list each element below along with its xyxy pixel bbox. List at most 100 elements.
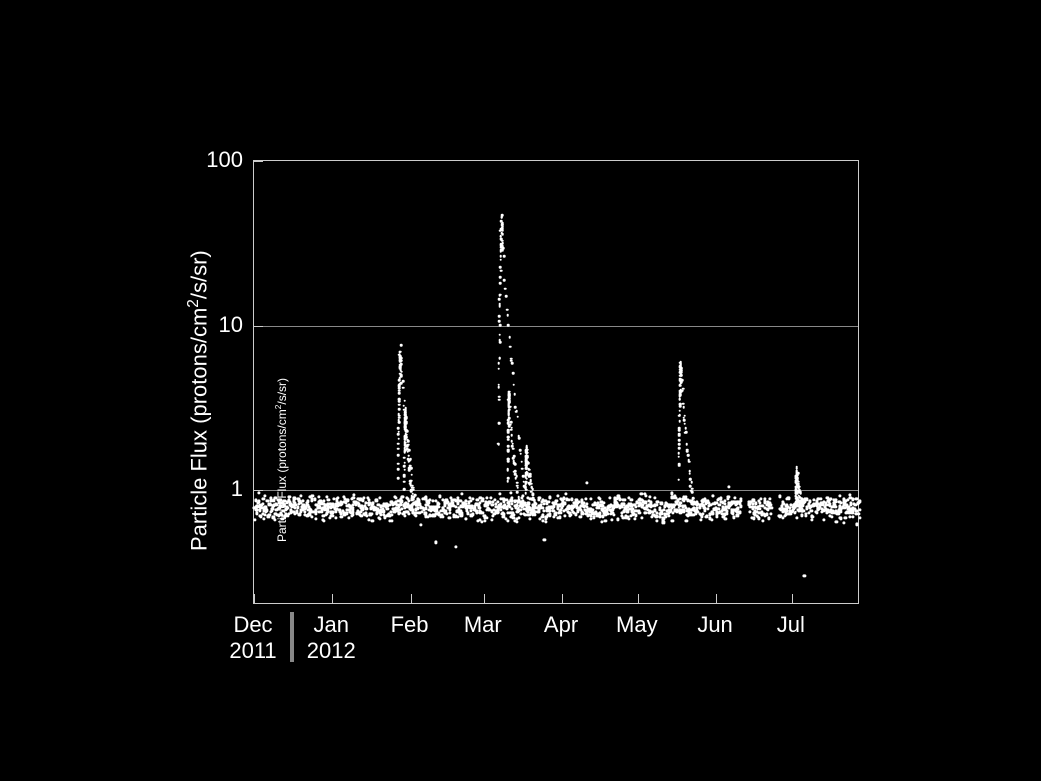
x-tick	[332, 594, 333, 604]
data-point	[839, 517, 842, 520]
data-point	[398, 392, 401, 395]
data-point	[610, 518, 613, 521]
data-point	[659, 513, 662, 516]
data-point	[679, 362, 682, 365]
data-point	[299, 494, 302, 497]
data-point	[528, 468, 531, 471]
data-point	[855, 523, 858, 526]
data-point	[303, 510, 306, 513]
data-point	[834, 500, 837, 503]
data-point	[558, 516, 561, 519]
data-point	[408, 459, 411, 462]
data-point	[400, 359, 403, 362]
data-point	[466, 513, 469, 516]
data-point	[761, 519, 764, 522]
data-point	[797, 472, 800, 475]
data-point	[516, 491, 519, 494]
data-point	[516, 487, 519, 490]
data-point	[700, 515, 703, 518]
data-point	[407, 443, 410, 446]
data-point	[518, 437, 521, 440]
data-point	[530, 479, 533, 482]
data-point	[514, 463, 517, 466]
data-point	[499, 266, 502, 269]
data-point	[738, 512, 741, 515]
data-point	[640, 516, 643, 519]
data-point	[397, 463, 400, 466]
data-point	[434, 541, 437, 544]
data-point	[371, 520, 374, 523]
data-point	[524, 508, 527, 511]
data-point	[794, 506, 797, 509]
data-point	[391, 520, 394, 523]
x-tick	[716, 594, 717, 604]
data-point	[510, 434, 513, 437]
data-point	[692, 503, 695, 506]
data-point	[524, 491, 527, 494]
data-point	[317, 496, 320, 499]
data-point	[512, 383, 515, 386]
data-point	[726, 497, 729, 500]
data-point	[508, 397, 511, 400]
data-point	[448, 512, 451, 515]
data-point	[507, 324, 510, 327]
data-point	[403, 399, 406, 402]
year-label: 2011	[229, 638, 276, 664]
data-point	[799, 492, 802, 495]
data-point	[510, 429, 513, 432]
data-point	[498, 320, 501, 323]
data-point	[678, 443, 681, 446]
data-point	[677, 478, 680, 481]
data-point	[369, 514, 372, 517]
data-point	[678, 464, 681, 467]
data-point	[519, 452, 522, 455]
data-point	[759, 497, 762, 500]
data-point	[711, 494, 714, 497]
data-point	[405, 416, 408, 419]
gridline	[254, 326, 858, 327]
data-point	[314, 512, 317, 515]
data-point	[517, 500, 520, 503]
data-point	[568, 514, 571, 517]
data-point	[367, 518, 370, 521]
data-point	[375, 499, 378, 502]
data-point	[460, 492, 463, 495]
data-point	[407, 512, 410, 515]
data-point	[490, 518, 493, 521]
data-point	[403, 464, 406, 467]
data-point	[662, 521, 665, 524]
data-point	[497, 362, 500, 365]
data-point	[677, 455, 680, 458]
data-point	[511, 442, 514, 445]
data-point	[406, 430, 409, 433]
data-point	[725, 513, 728, 516]
data-point	[498, 334, 501, 337]
data-point	[483, 519, 486, 522]
data-point	[679, 394, 682, 397]
data-point	[654, 496, 657, 499]
data-point	[711, 518, 714, 521]
data-point	[678, 433, 681, 436]
x-tick	[562, 594, 563, 604]
data-point	[407, 440, 410, 443]
data-point	[524, 486, 527, 489]
data-point	[671, 519, 674, 522]
data-point	[498, 298, 501, 301]
data-point	[404, 433, 407, 436]
data-point	[733, 496, 736, 499]
data-point	[504, 287, 507, 290]
data-point	[683, 414, 686, 417]
data-point	[537, 510, 540, 513]
data-point	[520, 460, 523, 463]
data-point	[704, 510, 707, 513]
data-point	[397, 427, 400, 430]
data-point	[506, 505, 509, 508]
data-point	[804, 515, 807, 518]
data-point	[513, 513, 516, 516]
data-point	[608, 496, 611, 499]
data-point	[470, 514, 473, 517]
data-point	[679, 398, 682, 401]
data-point	[586, 503, 589, 506]
data-point	[678, 421, 681, 424]
data-point	[528, 518, 531, 521]
